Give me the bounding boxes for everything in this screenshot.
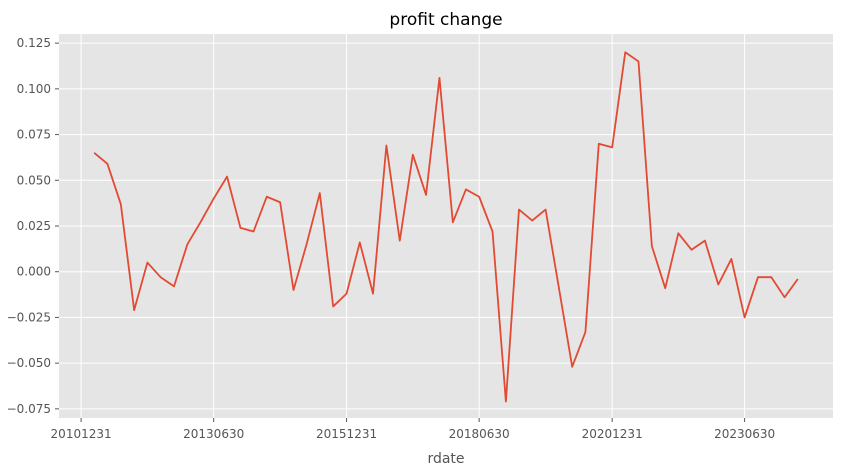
x-axis: 20101231 20130630 20151231 20180630 20201231… — [51, 418, 775, 441]
x-tick-label: 20101231 — [51, 427, 112, 441]
x-tick-label: 20130630 — [183, 427, 244, 441]
chart-title: profit change — [389, 10, 502, 30]
y-tick-label: −0.050 — [7, 356, 51, 370]
y-tick-label: 0.075 — [17, 128, 51, 142]
x-tick-label: 20230630 — [714, 427, 775, 441]
y-tick-label: 0.025 — [17, 219, 51, 233]
x-tick-label: 20180630 — [449, 427, 510, 441]
grid-lines — [59, 34, 833, 418]
x-tick-label: 20201231 — [582, 427, 643, 441]
x-axis-label: rdate — [427, 451, 464, 467]
y-tick-label: −0.025 — [7, 310, 51, 324]
y-tick-label: 0.125 — [17, 36, 51, 50]
y-tick-label: 0.100 — [17, 82, 51, 96]
y-axis: −0.075 −0.050 −0.025 0.000 0.025 0.050 0.075 0.… — [7, 36, 59, 416]
y-tick-label: 0.000 — [17, 265, 51, 279]
series-line — [93, 51, 799, 403]
x-tick-label: 20151231 — [316, 427, 377, 441]
y-tick-label: −0.075 — [7, 402, 51, 416]
y-tick-label: 0.050 — [17, 173, 51, 187]
